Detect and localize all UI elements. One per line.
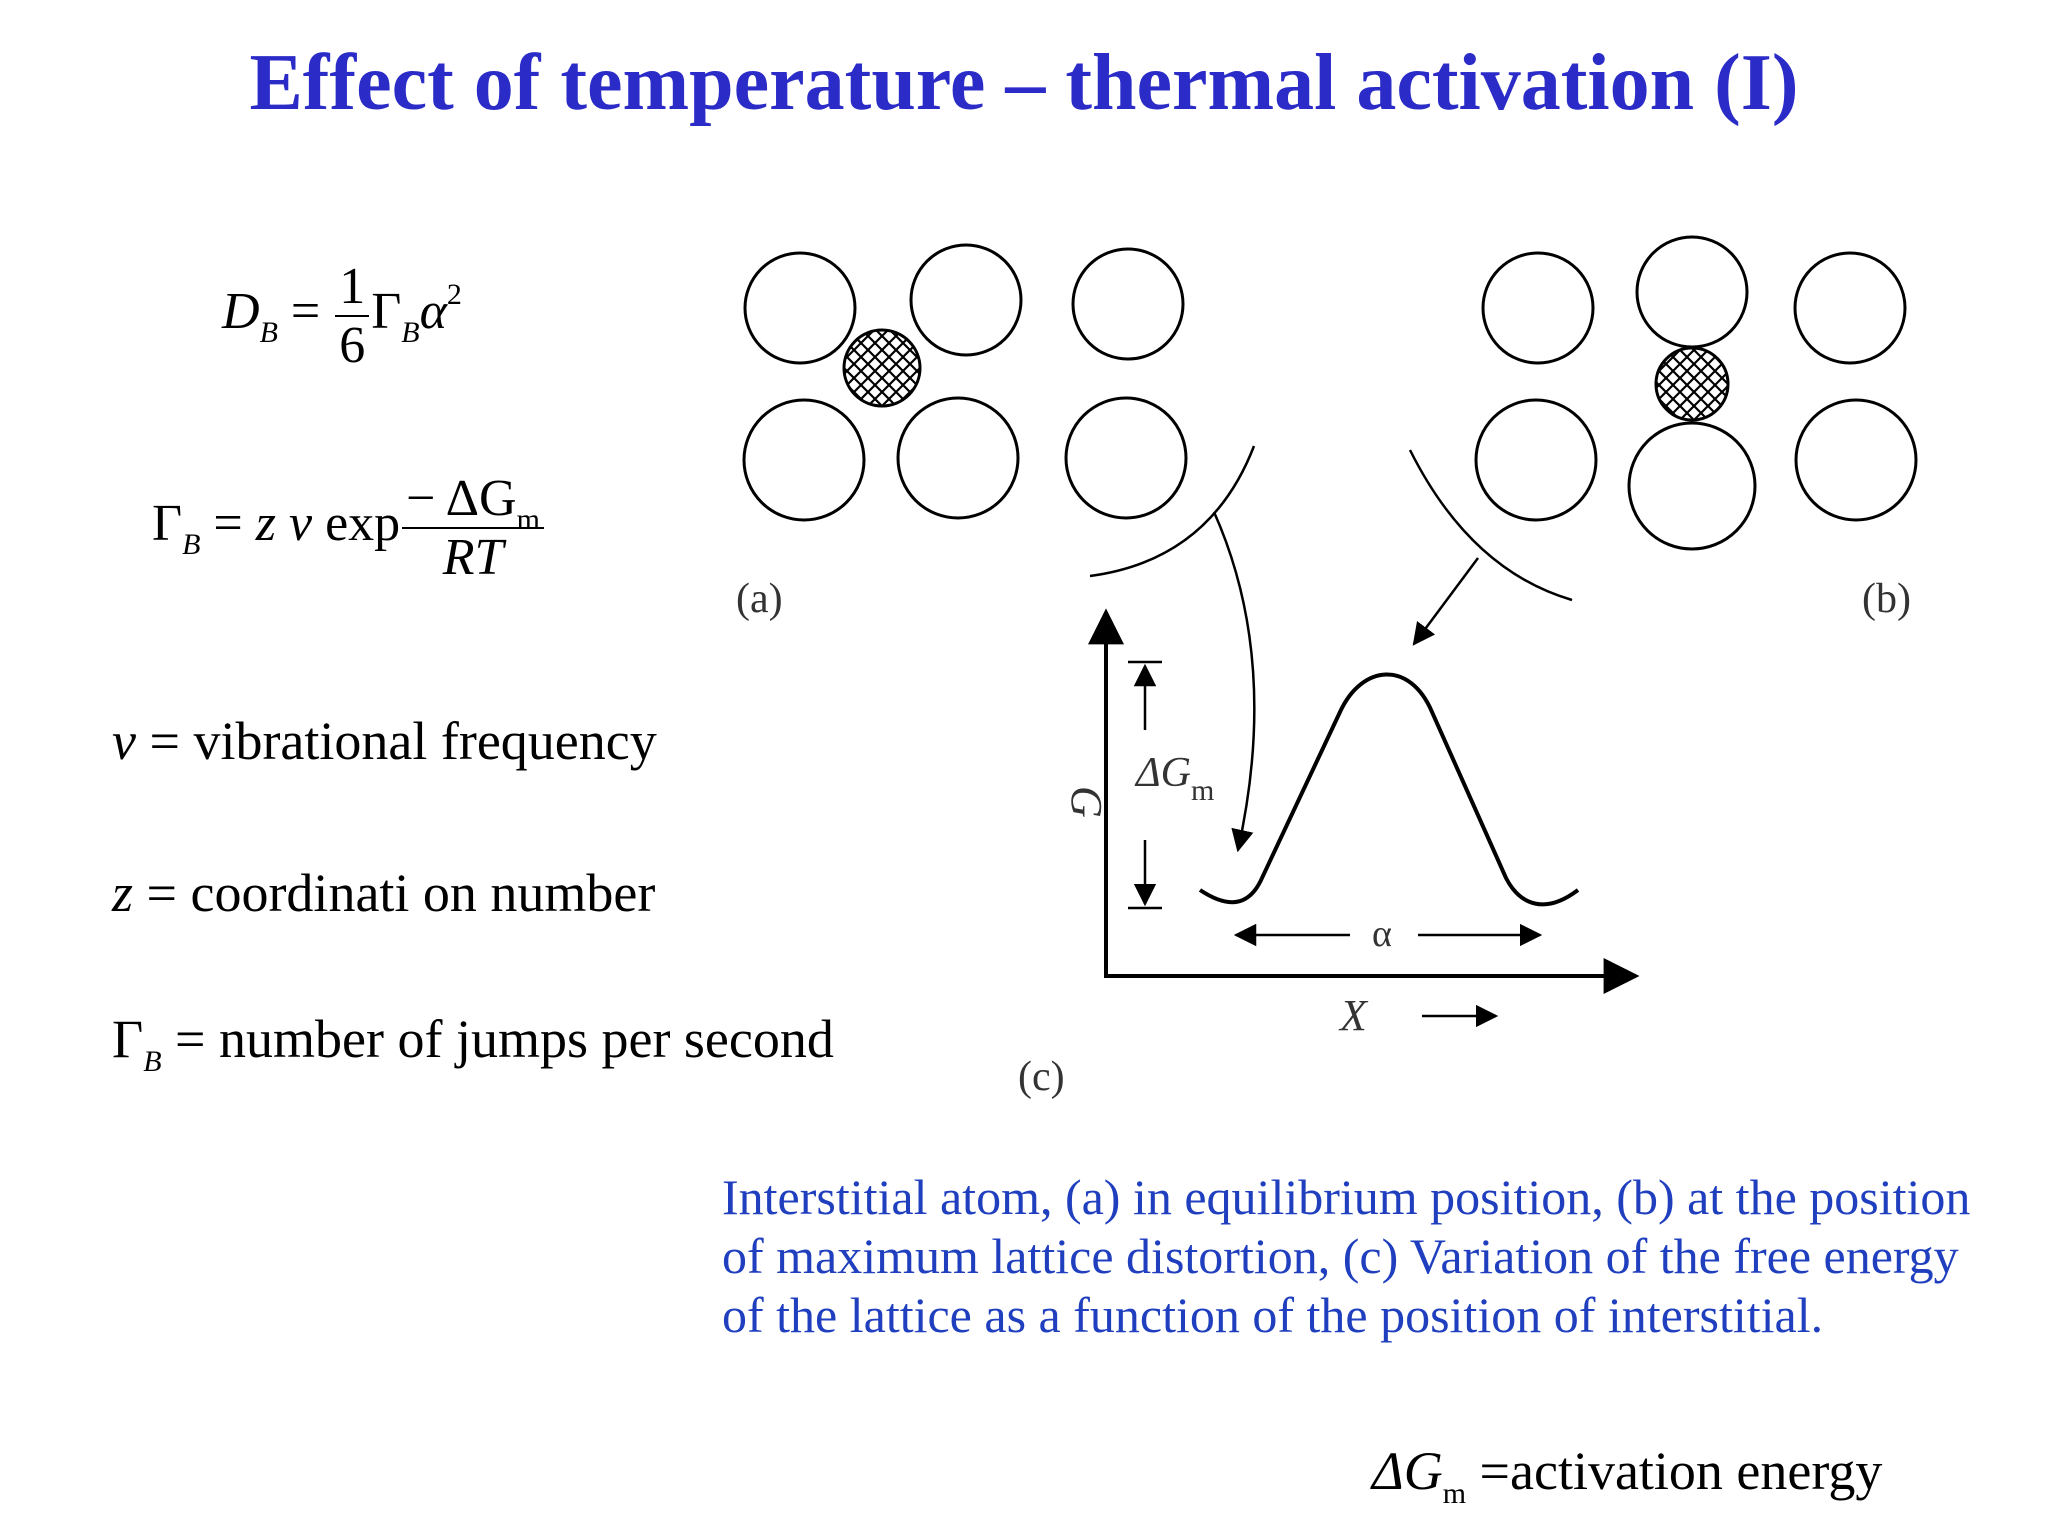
eq2-exp: exp	[325, 495, 401, 553]
definition-nu: ν = vibrational frequency	[112, 710, 657, 772]
eq2-fraction: − ΔGm RT	[402, 470, 544, 586]
magnifier-arc-a	[1089, 445, 1256, 578]
atom-a1	[743, 251, 857, 365]
arrow-to-minimum	[1212, 511, 1256, 853]
atom-b1	[1481, 251, 1595, 365]
definition-gamma: ΓB = number of jumps per second	[112, 1008, 834, 1078]
eq1-alpha: α	[419, 283, 447, 341]
eq2-num-wrap: − ΔGm	[402, 470, 544, 536]
delta-g-label-main: ΔG	[1134, 750, 1191, 796]
eq2-lhs: Γ	[152, 495, 183, 553]
delta-g-label-sub: m	[1191, 774, 1214, 807]
eq1-lhs-sub: B	[259, 316, 278, 350]
label-c: (c)	[1018, 1054, 1065, 1100]
label-a: (a)	[736, 576, 783, 622]
eq1-equals: =	[290, 283, 321, 341]
lattice-a	[742, 243, 1188, 522]
interstitial-atom-a	[842, 328, 922, 408]
atom-a2	[909, 243, 1023, 357]
act-symbol: ΔG	[1372, 1441, 1443, 1501]
label-b: (b)	[1862, 576, 1911, 622]
def-gamma-symbol: Γ	[112, 1009, 144, 1069]
magnifier-arc-b	[1408, 449, 1573, 602]
arrow-to-maximum	[1412, 557, 1480, 646]
def-z-symbol: z	[112, 863, 134, 923]
diffusion-equation: DB = 1 6 ΓBα2	[222, 258, 462, 374]
eq1-gamma-sub: B	[401, 316, 420, 350]
eq2-equals: =	[213, 495, 243, 553]
def-gamma-sub: B	[143, 1045, 162, 1078]
def-gamma-text: number of jumps per second	[219, 1009, 834, 1069]
eq1-lhs: D	[222, 283, 260, 341]
eq1-gamma: Γ	[371, 283, 402, 341]
eq2-lhs-sub: B	[182, 528, 201, 562]
def-nu-equals: =	[149, 711, 180, 771]
eq2-nu: ν	[288, 495, 313, 553]
lattice-b	[1474, 235, 1918, 551]
atom-b2	[1635, 235, 1749, 349]
interstitial-atom-b	[1654, 346, 1730, 422]
atom-b5	[1627, 421, 1757, 551]
eq1-power: 2	[446, 278, 462, 312]
eq2-den: RT	[442, 529, 504, 587]
activation-energy-note: ΔGm =activation energy	[1372, 1440, 1883, 1510]
atom-b3	[1793, 251, 1907, 365]
def-nu-text: vibrational frequency	[193, 711, 657, 771]
def-z-equals: =	[146, 863, 177, 923]
atom-a3	[1071, 247, 1185, 361]
act-equals: =	[1479, 1441, 1511, 1501]
def-gamma-equals: =	[175, 1009, 206, 1069]
eq1-num: 1	[335, 258, 370, 318]
g-axis-label: G	[1062, 786, 1111, 818]
atom-a6	[1064, 396, 1188, 520]
figure-caption: Interstitial atom, (a) in equilibrium po…	[722, 1169, 1971, 1343]
eq2-num: − ΔG	[406, 470, 517, 527]
delta-g-label: ΔGm	[1134, 750, 1214, 807]
act-symbol-sub: m	[1442, 1477, 1467, 1510]
alpha-label: α	[1372, 913, 1392, 955]
slide-title: Effect of temperature – thermal activati…	[249, 39, 1799, 127]
atom-b6	[1794, 398, 1918, 522]
eq2-z: z	[255, 495, 276, 553]
def-z-text: coordinati on number	[190, 863, 656, 923]
eq1-den: 6	[339, 317, 366, 375]
jump-rate-equation: ΓB = z ν exp − ΔGm RT	[152, 470, 546, 586]
definition-z: z = coordinati on number	[112, 862, 655, 924]
x-axis-label: X	[1338, 991, 1369, 1040]
act-text: activation energy	[1510, 1441, 1883, 1501]
eq2-num-sub: m	[516, 503, 540, 536]
atom-a5	[896, 396, 1020, 520]
atom-a4	[742, 398, 866, 522]
atom-b4	[1474, 398, 1598, 522]
free-energy-curve	[1198, 672, 1580, 907]
def-nu-symbol: ν	[112, 711, 136, 771]
